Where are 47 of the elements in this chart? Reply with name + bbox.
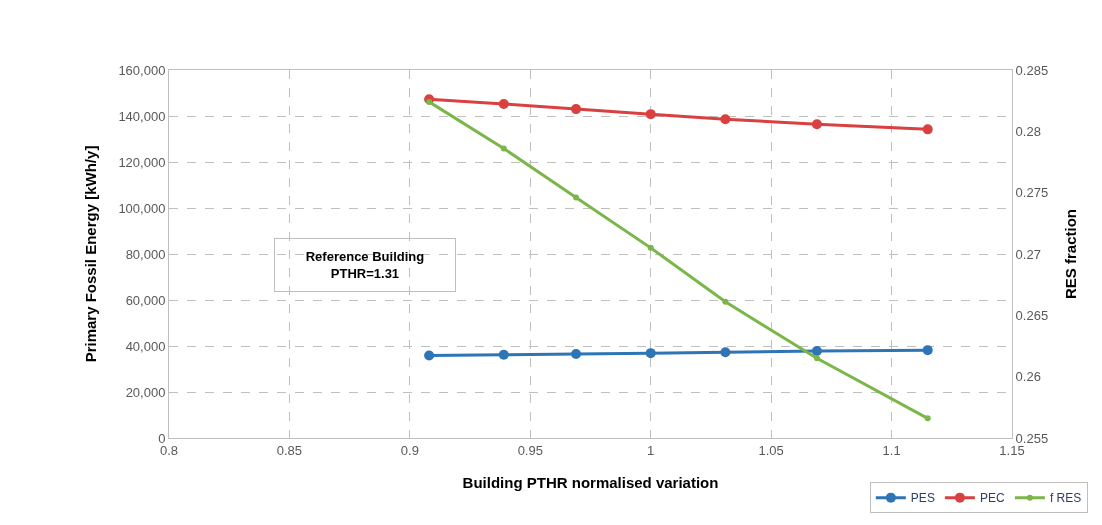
point <box>720 114 731 125</box>
point <box>500 145 507 152</box>
y2-tick-label: 0.27 <box>1015 246 1041 262</box>
x-tick-label: 1.05 <box>758 442 784 458</box>
x-axis-title: Building PTHR normalised variation <box>462 473 719 491</box>
annotation: Reference Building PTHR=1.31 <box>305 249 425 281</box>
y-tick-label: 120,000 <box>118 154 166 170</box>
legend-label: PEC <box>979 491 1005 506</box>
y-tick-label: 160,000 <box>118 62 166 78</box>
y-tick-label: 40,000 <box>125 338 166 354</box>
x-tick-label: 0.9 <box>400 442 419 458</box>
point <box>645 348 656 359</box>
point <box>498 99 509 110</box>
y2-tick-label: 0.285 <box>1015 62 1049 78</box>
point <box>424 350 435 361</box>
y-axis-title: Primary Fossil Energy [kWh/y] <box>81 145 99 363</box>
x-tick-label: 0.85 <box>276 442 303 458</box>
point <box>647 244 654 251</box>
y2-tick-label: 0.28 <box>1015 123 1041 139</box>
y-tick-label: 20,000 <box>125 384 166 400</box>
point <box>720 347 731 358</box>
y2-tick-label: 0.275 <box>1015 185 1049 201</box>
x-tick-label: 0.95 <box>517 442 543 458</box>
point <box>426 98 433 105</box>
legend-label: f RES <box>1049 491 1082 506</box>
y2-tick-label: 0.26 <box>1015 369 1041 385</box>
y2-axis-title: RES fraction <box>1062 208 1080 300</box>
y-tick-label: 80,000 <box>125 246 166 262</box>
point <box>924 415 931 422</box>
point <box>922 345 933 356</box>
point <box>722 298 729 305</box>
y-tick-label: 100,000 <box>118 200 166 216</box>
y-tick-label: 60,000 <box>125 292 166 308</box>
point <box>498 349 509 360</box>
x-tick-label: 1.1 <box>882 442 901 458</box>
y-tick-label: 140,000 <box>118 108 166 124</box>
y2-tick-label: 0.265 <box>1015 307 1049 323</box>
point <box>571 104 582 115</box>
legend-label: PES <box>910 491 935 506</box>
point <box>645 109 656 120</box>
point <box>573 194 580 201</box>
point <box>813 355 820 362</box>
point <box>571 349 582 360</box>
point <box>922 124 933 135</box>
point <box>811 119 822 130</box>
x-tick-label: 1 <box>647 442 655 458</box>
point <box>811 346 822 357</box>
